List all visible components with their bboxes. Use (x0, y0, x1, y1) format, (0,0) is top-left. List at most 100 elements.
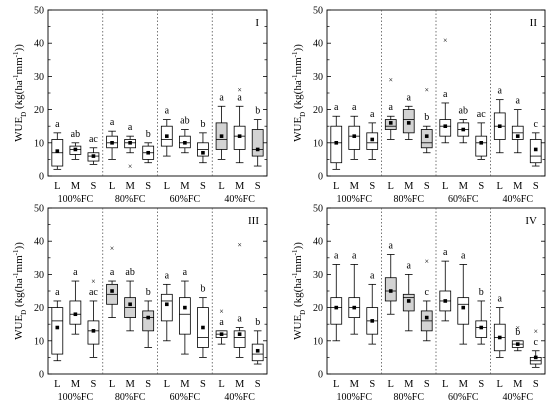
significance-letter: a (407, 92, 412, 103)
category-label: L (333, 379, 339, 390)
box-80%FC-S: ×b (420, 86, 433, 154)
significance-letter: c (534, 119, 539, 130)
box-40%FC-M: ×b (511, 324, 524, 352)
category-label: L (109, 181, 115, 192)
category-label: S (200, 379, 206, 390)
significance-letter: a (352, 102, 357, 113)
group-label: 60%FC (448, 194, 479, 205)
box-40%FC-L: a (215, 92, 228, 160)
significance-letter: a (370, 270, 375, 281)
category-label: S (145, 379, 151, 390)
group-label: 40%FC (224, 392, 255, 401)
mean-marker (334, 305, 339, 310)
mean-marker (55, 149, 60, 153)
outlier-marker: × (424, 86, 429, 95)
box-80%FC-M: a (402, 92, 415, 140)
mean-marker (183, 305, 187, 310)
mean-marker (352, 305, 357, 310)
significance-letter: a (352, 250, 357, 261)
category-label: M (180, 181, 190, 192)
category-label: M (404, 181, 414, 192)
box-80%FC-S: ×c (420, 257, 433, 342)
category-label: S (369, 379, 375, 390)
significance-letter: a (443, 89, 448, 100)
group-label: 40%FC (224, 194, 255, 205)
box-60%FC-S: b (475, 287, 488, 345)
iqr-box (51, 307, 64, 355)
box-80%FC-L: a (384, 240, 397, 315)
mean-marker (479, 325, 484, 330)
box-60%FC-M: ab (457, 106, 470, 144)
mean-marker (183, 141, 187, 145)
category-label: M (71, 181, 81, 192)
category-label: M (350, 379, 360, 390)
group-label: 60%FC (170, 392, 201, 401)
category-label: M (513, 379, 523, 390)
category-label: M (513, 181, 523, 192)
box-100%FC-S: a (366, 270, 379, 345)
outlier-marker: × (515, 324, 520, 333)
y-tick-label: 20 (313, 303, 323, 314)
category-label: S (369, 181, 375, 192)
box-40%FC-S: b (251, 106, 264, 167)
mean-marker (201, 150, 205, 155)
box-60%FC-L: ×a (439, 36, 452, 144)
y-tick-label: 50 (313, 6, 323, 17)
box-100%FC-L: a (330, 250, 343, 342)
significance-letter: a (183, 267, 188, 278)
box-100%FC-M: ab (69, 129, 82, 160)
category-label: L (164, 181, 170, 192)
category-label: S (200, 181, 206, 192)
mean-marker (237, 332, 242, 336)
y-tick-label: 20 (34, 303, 44, 314)
outlier-marker: × (424, 257, 429, 266)
significance-letter: b (479, 287, 484, 298)
y-tick-label: 10 (313, 138, 323, 149)
box-40%FC-S: ×c (529, 327, 542, 368)
group-label: 60%FC (170, 194, 201, 205)
mean-marker (165, 302, 169, 307)
mean-marker (146, 315, 150, 320)
y-tick-label: 20 (34, 105, 44, 116)
mean-marker (461, 305, 466, 310)
mean-marker (352, 134, 357, 138)
category-label: L (497, 181, 503, 192)
box-60%FC-S: b (197, 284, 209, 358)
significance-letter: b (200, 284, 205, 295)
panel-label: IV (525, 215, 537, 227)
significance-letter: c (425, 287, 430, 298)
y-axis-label: WUED (kg(ha-1mm-1)) (291, 242, 307, 340)
category-label: L (442, 379, 448, 390)
box-40%FC-S: b (251, 317, 264, 365)
mean-marker (461, 127, 466, 132)
category-label: L (109, 379, 115, 390)
outlier-marker: × (237, 86, 242, 95)
category-label: S (255, 379, 261, 390)
panel-label: III (248, 215, 259, 227)
mean-marker (515, 134, 520, 138)
mean-marker (497, 335, 502, 340)
y-tick-label: 10 (34, 138, 44, 149)
significance-letter: a (73, 267, 78, 278)
group-label: 40%FC (502, 194, 533, 205)
significance-letter: b (424, 112, 429, 123)
box-80%FC-L: a (106, 117, 118, 160)
box-60%FC-L: a (439, 247, 452, 322)
significance-letter: a (334, 250, 339, 261)
group-label: 100%FC (58, 194, 94, 205)
box-100%FC-L: a (51, 119, 64, 170)
box-80%FC-L: ×a (106, 244, 118, 318)
category-label: M (404, 379, 414, 390)
category-label: L (388, 181, 394, 192)
iqr-box (178, 297, 191, 335)
iqr-box (330, 297, 343, 325)
category-label: S (533, 181, 539, 192)
box-80%FC-M: ab (124, 267, 137, 332)
y-tick-label: 40 (34, 237, 44, 248)
mean-marker (110, 289, 114, 293)
y-tick-label: 30 (313, 270, 323, 281)
outlier-marker: × (237, 241, 242, 250)
